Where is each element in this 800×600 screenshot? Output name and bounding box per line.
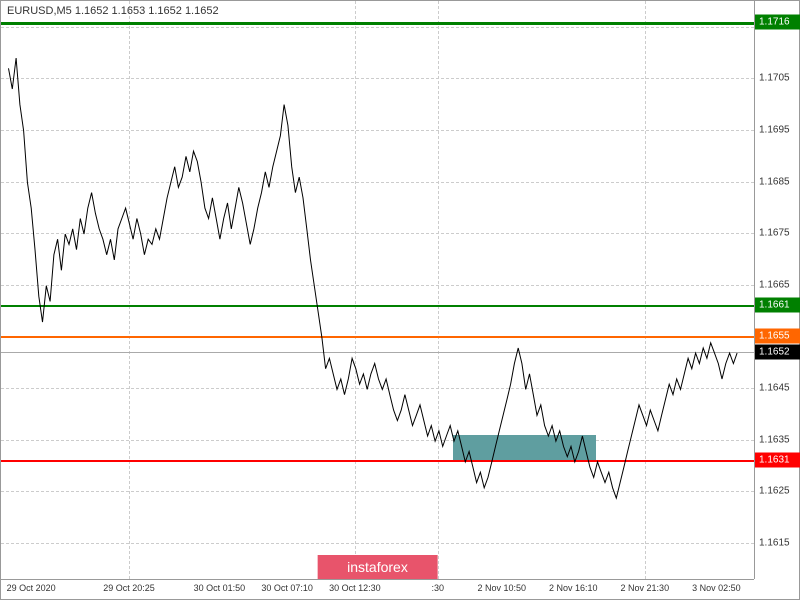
y-axis: 1.1615 1.1625 1.1635 1.1645 1.1655 1.1665 1.16…: [754, 1, 799, 579]
y-tick-label: 1.1665: [759, 279, 790, 290]
x-tick-label: 30 Oct 01:50: [194, 583, 246, 593]
chart-title: EURUSD,M5 1.1652 1.1653 1.1652 1.1652: [7, 5, 219, 17]
price-series: [1, 1, 756, 581]
y-tick-label: 1.1695: [759, 125, 790, 136]
level-line-label: 1.1661: [755, 298, 800, 313]
y-tick-label: 1.1635: [759, 434, 790, 445]
x-tick-label: 30 Oct 07:10: [261, 583, 313, 593]
x-tick-label: 2 Nov 16:10: [549, 583, 598, 593]
y-tick-label: 1.1685: [759, 176, 790, 187]
y-tick-label: 1.1625: [759, 486, 790, 497]
x-tick-label: 2 Nov 21:30: [621, 583, 670, 593]
level-line-label: 1.1631: [755, 453, 800, 468]
plot-area: instaforex: [1, 1, 754, 579]
y-tick-label: 1.1645: [759, 383, 790, 394]
x-tick-label: 3 Nov 02:50: [692, 583, 741, 593]
x-tick-label: 30 Oct 12:30: [329, 583, 381, 593]
x-tick-label: 29 Oct 2020: [7, 583, 56, 593]
level-line-label: 1.1716: [755, 14, 800, 29]
current-price-label: 1.1652: [755, 344, 800, 359]
watermark: instaforex: [317, 555, 438, 579]
x-tick-label: 2 Nov 10:50: [477, 583, 526, 593]
x-axis: 29 Oct 2020 29 Oct 20:25 30 Oct 01:50 30 Oc…: [1, 579, 754, 599]
y-tick-label: 1.1615: [759, 537, 790, 548]
level-line-label: 1.1655: [755, 329, 800, 344]
y-tick-label: 1.1675: [759, 228, 790, 239]
y-tick-label: 1.1705: [759, 73, 790, 84]
x-tick-label: 29 Oct 20:25: [103, 583, 155, 593]
x-tick-label: :30: [431, 583, 444, 593]
forex-chart: EURUSD,M5 1.1652 1.1653 1.1652 1.1652 in…: [0, 0, 800, 600]
